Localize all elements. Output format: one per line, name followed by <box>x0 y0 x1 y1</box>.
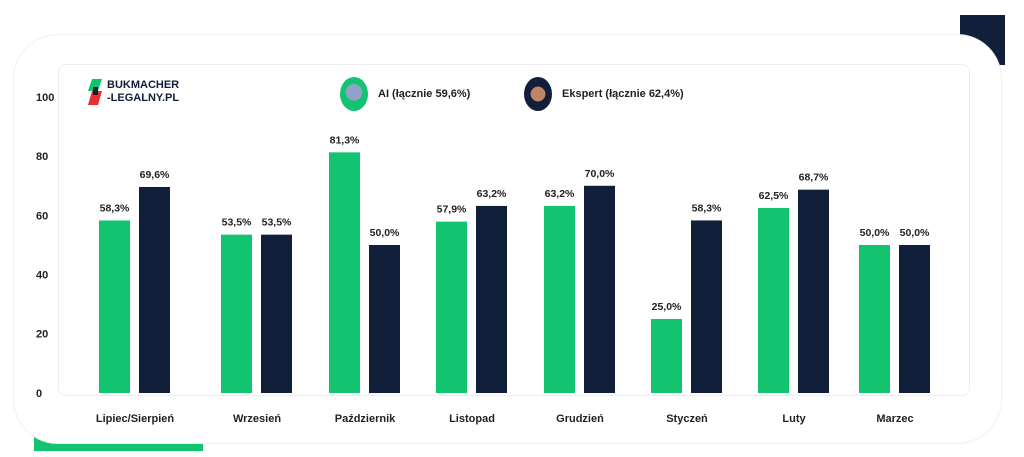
y-tick-label: 40 <box>36 270 48 282</box>
x-tick-label: Październik <box>335 413 396 425</box>
data-label: 63,2% <box>477 188 507 200</box>
x-tick-label: Listopad <box>449 413 495 425</box>
bar-ai <box>99 220 130 393</box>
data-label: 62,5% <box>759 190 789 202</box>
data-label: 70,0% <box>585 168 615 180</box>
bar-expert <box>369 245 400 393</box>
bar-ai <box>651 319 682 393</box>
legend-expert: Ekspert (łącznie 62,4%) <box>524 77 684 111</box>
bar-ai <box>544 205 575 393</box>
data-label: 50,0% <box>900 227 930 239</box>
x-tick-label: Marzec <box>876 413 913 425</box>
legend-ai-label: AI (łącznie 59,6%) <box>378 88 471 100</box>
bar-ai <box>859 245 890 393</box>
bar-expert <box>476 205 507 393</box>
bar-expert <box>798 189 829 393</box>
y-tick-label: 80 <box>36 151 48 163</box>
legend-ai: AI (łącznie 59,6%) <box>340 77 470 111</box>
bar-ai <box>436 221 467 393</box>
data-label: 81,3% <box>330 134 360 146</box>
x-tick-label: Luty <box>782 413 806 425</box>
data-label: 58,3% <box>692 202 722 214</box>
x-tick-label: Styczeń <box>666 413 708 425</box>
bar-expert <box>691 220 722 393</box>
x-tick-label: Wrzesień <box>233 413 281 425</box>
brand-line2: -LEGALNY.PL <box>107 92 180 104</box>
data-label: 68,7% <box>799 172 829 184</box>
x-tick-label: Grudzień <box>556 413 604 425</box>
y-tick-label: 60 <box>36 210 48 222</box>
bar-expert <box>584 185 615 393</box>
data-label: 58,3% <box>100 202 130 214</box>
ai-avatar <box>340 77 368 111</box>
y-tick-label: 0 <box>36 388 42 400</box>
legend-expert-label: Ekspert (łącznie 62,4%) <box>562 88 684 100</box>
bar-ai <box>758 208 789 393</box>
y-tick-label: 20 <box>36 329 48 341</box>
data-label: 50,0% <box>370 227 400 239</box>
bar-expert <box>899 245 930 393</box>
brand-line1: BUKMACHER <box>107 79 180 91</box>
bar-expert <box>139 186 170 393</box>
data-label: 50,0% <box>860 227 890 239</box>
brand-logo: BUKMACHER -LEGALNY.PL <box>88 79 179 105</box>
x-tick-label: Lipiec/Sierpień <box>96 413 175 425</box>
y-tick-label: 100 <box>36 92 54 104</box>
data-label: 69,6% <box>140 169 170 181</box>
bar-ai <box>221 234 252 393</box>
data-label: 53,5% <box>262 217 292 229</box>
expert-avatar <box>524 77 552 111</box>
logo-icon <box>88 79 102 105</box>
data-label: 25,0% <box>652 301 682 313</box>
data-label: 63,2% <box>545 188 575 200</box>
bar-expert <box>261 234 292 393</box>
data-label: 57,9% <box>437 204 467 216</box>
bar-ai <box>329 152 360 393</box>
data-label: 53,5% <box>222 217 252 229</box>
